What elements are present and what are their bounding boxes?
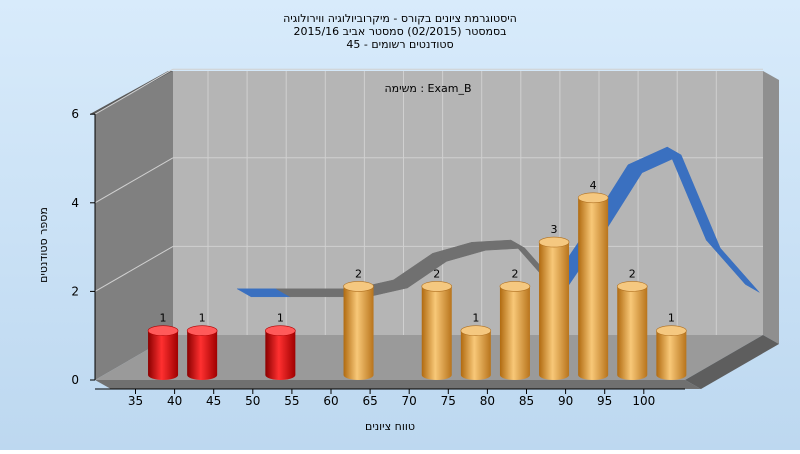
x-axis-label: טווח ציונים [365,420,415,433]
bar [421,281,453,380]
bar-top [265,325,296,337]
bar-body [539,242,570,380]
x-tick-label: 35 [128,394,143,408]
floor-front-edge [95,380,701,389]
bar-value-label: 2 [355,267,362,280]
x-tick-label: 85 [519,394,534,408]
x-tick-label: 65 [362,394,377,408]
bar [186,325,218,380]
bar-body [343,286,374,380]
chart-title: היסטוגרמת ציונים בקורס - מיקרוביולוגיה ו… [283,12,517,51]
bar [616,281,648,380]
x-axis: 35 40 45 50 55 60 65 70 75 80 85 90 95 100 [95,388,685,408]
title-line-2: בסמסטר (02/2015) סמסטר אביב 2015/16 [293,25,506,38]
bar-top [186,325,218,337]
exam-annotation: משימה : Exam_B [384,82,471,95]
bar [577,192,609,380]
x-tick-label: 95 [597,394,612,408]
bar-value-label: 4 [590,179,597,192]
x-tick-label: 80 [480,394,495,408]
bar-body [656,330,687,380]
y-tick-label: 2 [71,284,79,298]
y-tick-label: 0 [71,373,79,387]
bar-value-label: 3 [551,223,558,236]
bar-top [147,325,179,337]
bar-value-label: 1 [668,312,675,325]
grid-side-line [94,245,174,292]
bar-top [460,325,492,337]
bar-value-label: 2 [629,267,636,280]
x-tick-label: 55 [284,394,299,408]
bar-value-label: 2 [433,267,440,280]
bar-top [343,281,374,292]
left-side-wall [95,71,173,380]
right-wall-edge [763,71,779,344]
x-tick-label: 75 [441,394,456,408]
bar-top [616,281,648,292]
y-tick-label: 4 [71,196,79,210]
bar-body [499,286,530,380]
bar-body [578,197,609,380]
bar-value-label: 1 [277,312,284,325]
bar-value-label: 1 [472,312,479,325]
y-axis-label: מספר סטודנטים [37,207,50,283]
floor-right-edge [685,335,779,389]
bar-top [421,281,453,292]
bar-body [187,330,218,380]
y-tick-label: 6 [71,107,79,121]
x-tick-label: 50 [245,394,260,408]
x-tick-label: 40 [167,394,182,408]
title-line-1: היסטוגרמת ציונים בקורס - מיקרוביולוגיה ו… [283,12,517,25]
trend-ribbon-segment [706,239,760,293]
left-side-wall-rim [90,71,173,114]
bar-body [421,286,452,380]
bar-body [617,286,648,380]
bar-value-label: 1 [160,312,167,325]
y-axis: 0 2 4 6 [71,107,96,387]
bar-value-label: 1 [199,312,206,325]
title-line-3: סטודנטים רשומים - 45 [346,38,453,51]
x-tick-label: 45 [206,394,221,408]
bar-top [499,281,531,292]
bar-value-label: 2 [511,267,518,280]
bar [538,236,570,380]
bar [147,325,179,380]
bar-body [460,330,491,380]
bar [499,281,531,380]
grid-side-line [94,68,174,115]
x-tick-label: 60 [323,394,338,408]
bar-top [656,325,687,337]
bar-value-labels: 1 1 1 2 2 1 2 3 4 2 1 [160,179,675,325]
bar-top [538,236,570,248]
grid-side-line [94,157,174,204]
bars [147,192,687,380]
bar-body [148,330,179,380]
bar [343,281,374,380]
bar [656,325,687,380]
x-tick-label: 100 [632,394,655,408]
bar [460,325,492,380]
bar-top [577,192,609,204]
bar-body [265,330,296,380]
bar [265,325,296,380]
x-tick-label: 70 [402,394,417,408]
x-tick-label: 90 [558,394,573,408]
